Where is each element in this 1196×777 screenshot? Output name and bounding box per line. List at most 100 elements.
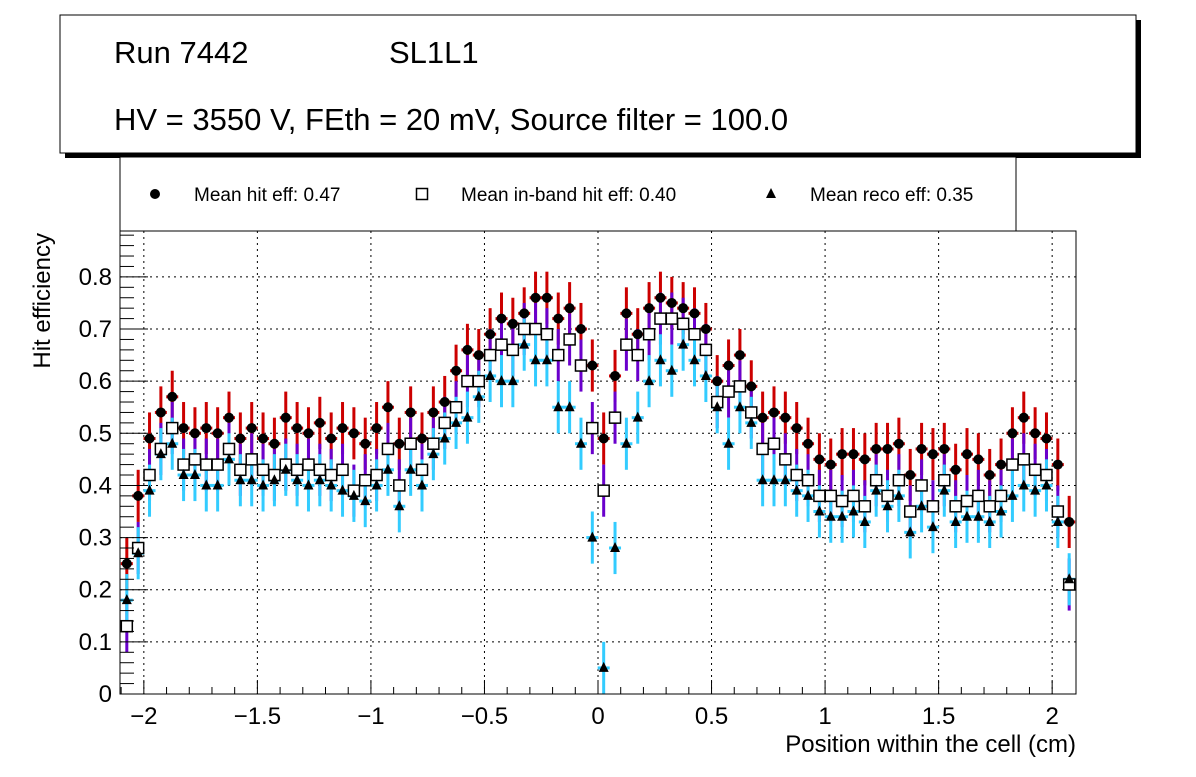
data-point-circle: [893, 438, 904, 449]
data-point-triangle: [689, 354, 700, 365]
data-point-circle: [507, 318, 518, 329]
data-point-open-square: [858, 500, 872, 513]
data-point-open-square: [529, 322, 542, 336]
data-point-open-square: [449, 400, 463, 414]
data-point-circle: [950, 464, 961, 475]
data-point-triangle: [178, 469, 189, 480]
data-point-circle: [155, 407, 166, 418]
data-point-circle: [837, 449, 848, 460]
data-point-circle: [814, 454, 825, 465]
data-point-open-square: [608, 411, 622, 424]
data-point-open-square: [756, 442, 769, 456]
data-point-triangle: [757, 474, 768, 485]
data-point-circle: [927, 449, 938, 460]
data-point-circle: [939, 443, 950, 454]
data-point-circle: [984, 470, 995, 481]
data-point-open-square: [415, 463, 429, 477]
data-point-triangle: [871, 484, 882, 495]
data-point-open-square: [620, 338, 633, 351]
data-point-triangle: [269, 474, 280, 485]
data-point-triangle: [201, 479, 212, 490]
data-point-triangle: [644, 375, 655, 386]
data-point-circle: [780, 412, 791, 423]
data-point-triangle: [530, 354, 541, 365]
data-point-circle: [189, 428, 200, 439]
data-point-circle: [326, 433, 337, 444]
data-point-triangle: [541, 354, 552, 365]
data-point-circle: [871, 443, 882, 454]
data-point-open-square: [1028, 463, 1042, 477]
settings-label: HV = 3550 V, FEth = 20 mV, Source filter…: [114, 102, 788, 137]
data-point-triangle: [405, 463, 416, 474]
x-tick-label: −1: [357, 703, 384, 730]
data-point-circle: [905, 470, 916, 481]
data-point-circle: [746, 381, 757, 392]
data-point-open-square: [801, 473, 815, 487]
data-point-triangle: [587, 531, 598, 542]
data-point-circle: [962, 449, 973, 460]
data-point-triangle: [962, 510, 973, 521]
data-point-triangle: [1018, 479, 1029, 490]
legend-box: [119, 156, 1017, 232]
data-point-circle: [848, 449, 859, 460]
data-point-triangle: [927, 521, 938, 532]
data-point-triangle: [348, 489, 359, 500]
data-point-circle: [734, 350, 745, 361]
data-point-open-square: [143, 468, 156, 482]
data-point-circle: [314, 417, 325, 428]
data-point-circle: [916, 443, 927, 454]
x-tick-label: −1.5: [234, 703, 281, 730]
data-point-triangle: [803, 489, 814, 500]
data-point-triangle: [246, 474, 257, 485]
data-point-circle: [519, 308, 530, 319]
data-point-open-square: [881, 489, 894, 503]
data-point-circle: [496, 313, 507, 324]
data-point-circle: [825, 459, 836, 470]
data-point-triangle: [258, 479, 269, 490]
data-point-circle: [655, 292, 666, 303]
data-point-triangle: [155, 448, 166, 459]
data-point-open-square: [994, 489, 1008, 503]
data-point-open-square: [200, 458, 213, 471]
data-point-circle: [371, 423, 382, 434]
data-point-triangle: [485, 369, 496, 380]
data-point-open-square: [563, 333, 576, 346]
data-point-open-square: [676, 317, 690, 331]
data-point-circle: [280, 412, 291, 423]
data-point-open-square: [495, 338, 508, 351]
data-point-triangle: [133, 547, 144, 558]
legend-entry: Mean hit eff: 0.47: [194, 185, 340, 206]
data-point-circle: [700, 324, 711, 335]
data-point-triangle: [632, 411, 643, 422]
data-point-triangle: [371, 479, 382, 490]
data-point-circle: [1030, 428, 1041, 439]
data-point-circle: [382, 402, 393, 413]
data-point-triangle: [462, 411, 473, 422]
data-point-circle: [712, 376, 723, 387]
title-box: [59, 14, 1137, 154]
data-point-open-square: [552, 348, 565, 362]
data-point-triangle: [598, 661, 609, 672]
data-point-open-square: [188, 453, 202, 466]
data-point-triangle: [848, 505, 859, 516]
data-point-circle: [1064, 516, 1075, 527]
data-point-open-square: [370, 468, 383, 482]
data-point-triangle: [439, 432, 450, 443]
data-point-circle: [201, 423, 212, 434]
data-point-triangle: [417, 479, 428, 490]
data-point-circle: [689, 308, 700, 319]
data-point-triangle: [996, 505, 1007, 516]
layer-label: SL1L1: [389, 35, 479, 70]
data-point-triangle: [666, 364, 677, 375]
data-point-open-square: [358, 473, 372, 487]
data-point-open-square: [824, 489, 838, 503]
data-point-open-square: [517, 322, 531, 336]
data-point-triangle: [916, 500, 927, 511]
data-point-circle: [394, 438, 405, 449]
data-point-triangle: [189, 469, 200, 480]
data-point-open-square: [336, 463, 349, 477]
data-point-open-square: [654, 312, 667, 325]
x-tick-label: 2: [1045, 703, 1058, 730]
data-point-circle: [473, 350, 484, 361]
data-point-circle: [235, 433, 246, 444]
